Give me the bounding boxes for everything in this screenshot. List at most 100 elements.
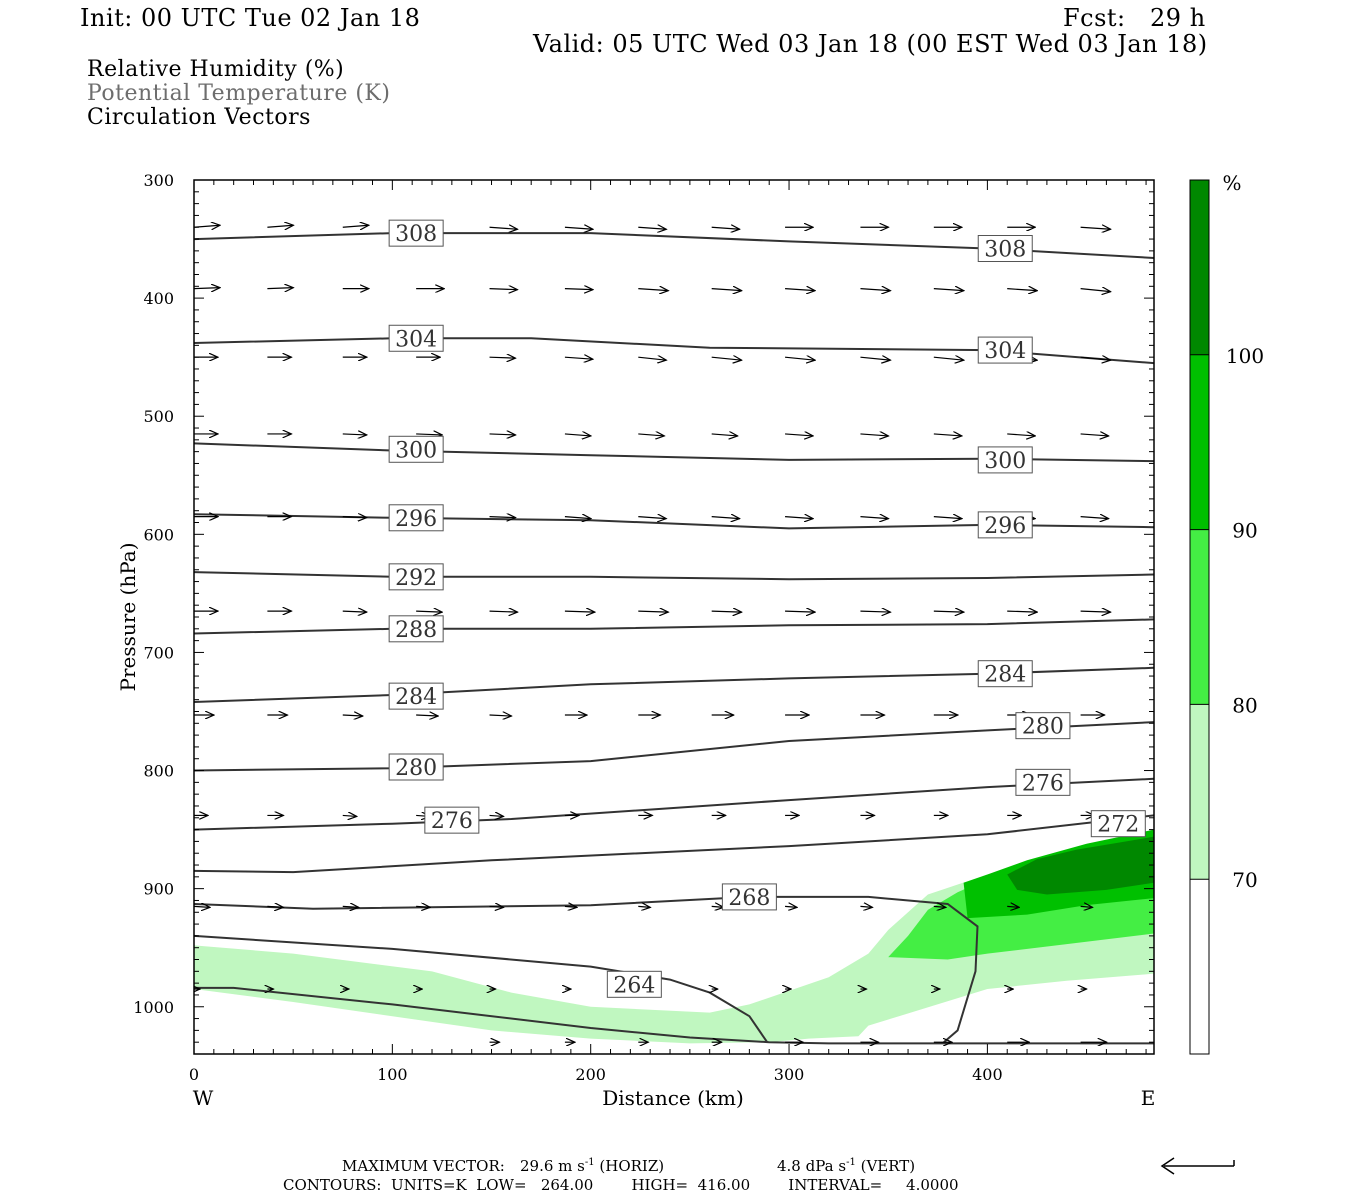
contour-label-box (388, 563, 444, 591)
y-tick-label: 500 (143, 407, 174, 426)
contour-label: 304 (395, 327, 437, 352)
circulation-vector (785, 357, 815, 360)
max-vector-label: MAXIMUM VECTOR: (342, 1157, 505, 1175)
contour-label-box (977, 511, 1033, 539)
circulation-vector (860, 434, 888, 436)
y-tick-label: 700 (143, 643, 174, 662)
circulation-vector (711, 611, 742, 612)
forecast-hour: Fcst: 29 h (1063, 4, 1206, 32)
contour-info: CONTOURS: UNITS=K LOW= 264.00 HIGH= 416.… (283, 1176, 959, 1194)
colorbar-tick-label: 70 (1232, 868, 1257, 892)
circulation-vector (860, 906, 872, 907)
circulation-vector (489, 289, 518, 290)
circulation-vector (1007, 434, 1035, 436)
contour-label-box (388, 504, 444, 532)
circulation-vector (933, 611, 964, 612)
contour-label: 300 (984, 449, 1026, 474)
theta-contour-292 (194, 571, 1154, 581)
circulation-vector (933, 289, 964, 291)
circulation-vector (933, 517, 962, 519)
y-tick-label: 900 (143, 880, 174, 899)
contour-label-box (1015, 712, 1071, 740)
theta-contour-260 (194, 986, 1154, 1045)
colorbar-segment (1190, 354, 1209, 530)
contour-label: 264 (613, 973, 655, 998)
circulation-vector (860, 289, 890, 291)
circulation-vector (564, 227, 593, 229)
circulation-vector (342, 906, 359, 907)
circulation-vector (1080, 289, 1111, 292)
circulation-vector (785, 434, 813, 436)
circulation-vector (342, 225, 369, 227)
rh-region-70 (194, 839, 1154, 1044)
circulation-vector (785, 517, 813, 519)
colorbar-segment (1190, 180, 1209, 355)
x-tick-label: 0 (189, 1065, 199, 1084)
field-vectors-label: Circulation Vectors (87, 105, 311, 130)
contour-label-box (388, 219, 444, 247)
contour-label: 292 (395, 566, 437, 591)
circulation-vector (1080, 227, 1111, 229)
y-tick-label: 1000 (133, 998, 174, 1017)
east-label: E (1141, 1086, 1156, 1110)
y-tick-label: 300 (143, 171, 174, 190)
circulation-vector (860, 357, 890, 360)
max-vert-value: 4.8 dPa s-1 (VERT) (777, 1157, 916, 1175)
valid-time: Valid: 05 UTC Wed 03 Jan 18 (00 EST Wed … (533, 30, 1208, 58)
circulation-vector (638, 227, 666, 229)
contour-label: 276 (431, 809, 473, 834)
colorbar-unit: % (1222, 171, 1241, 195)
y-axis-title: Pressure (hPa) (116, 543, 140, 692)
theta-contour-268 (194, 895, 979, 1043)
y-tick-label: 800 (143, 762, 174, 781)
circulation-vector (267, 225, 293, 227)
circulation-vector (933, 434, 962, 436)
circulation-vector (933, 906, 946, 907)
circulation-vector (342, 517, 367, 518)
circulation-vector (711, 289, 742, 291)
circulation-vector (416, 715, 438, 716)
y-tick-label: 400 (143, 289, 174, 308)
contour-label: 300 (395, 438, 437, 463)
circulation-vector (1080, 906, 1093, 907)
theta-contour-276 (194, 777, 1154, 831)
contour-label-box (424, 806, 480, 834)
contour-label: 308 (984, 238, 1026, 263)
contour-label-box (1090, 810, 1146, 838)
colorbar-tick-label: 100 (1226, 344, 1264, 368)
circulation-vector (1080, 357, 1111, 360)
theta-contour-272 (194, 814, 1154, 874)
plot-area (194, 219, 1154, 1045)
contour-label: 304 (984, 339, 1026, 364)
contour-label: 284 (395, 685, 437, 710)
theta-contour-264 (194, 934, 769, 1043)
circulation-vector (564, 357, 593, 359)
circulation-vector (489, 227, 518, 229)
west-label: W (193, 1086, 214, 1110)
circulation-vector (416, 434, 442, 435)
contour-label: 268 (728, 886, 770, 911)
contour-label: 284 (984, 663, 1026, 688)
circulation-vector (416, 611, 442, 612)
circulation-vector (564, 517, 591, 519)
circulation-vector (638, 289, 668, 291)
circulation-vector (194, 288, 220, 289)
contour-label: 288 (395, 618, 437, 643)
contour-label-box (388, 435, 444, 463)
circulation-vector (638, 357, 666, 360)
colorbar-segment (1190, 704, 1209, 880)
contour-label: 296 (395, 507, 437, 532)
circulation-vector (267, 906, 283, 907)
contour-label-box (721, 883, 777, 911)
colorbar-tick-label: 80 (1232, 693, 1257, 717)
circulation-vector (489, 357, 516, 358)
circulation-vector (860, 517, 888, 519)
circulation-vector (342, 611, 367, 612)
contour-label: 280 (395, 756, 437, 781)
circulation-vector (785, 611, 815, 612)
circulation-vector (1007, 906, 1019, 907)
rh-region-100 (1007, 836, 1154, 895)
circulation-vector (933, 357, 964, 360)
x-tick-label: 100 (377, 1065, 408, 1084)
